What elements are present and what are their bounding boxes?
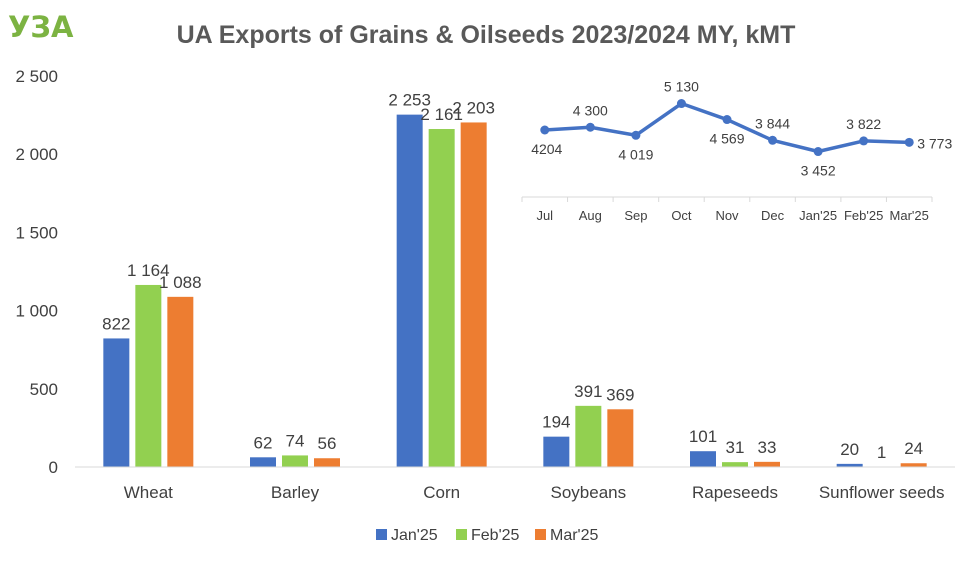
bar-data-label: 2 253	[388, 91, 431, 110]
x-tick-label: Barley	[271, 483, 320, 502]
x-tick-label: Wheat	[124, 483, 173, 502]
inset-point	[813, 147, 823, 157]
bar-data-label: 1 088	[159, 273, 202, 292]
legend-label: Feb'25	[471, 527, 520, 544]
bar	[282, 455, 308, 467]
bar-data-label: 56	[318, 434, 337, 453]
bar	[722, 462, 748, 467]
x-tick-label: Sunflower seeds	[819, 483, 945, 502]
inset-point	[859, 136, 869, 146]
bar-data-label: 391	[574, 382, 602, 401]
x-tick-label: Corn	[423, 483, 460, 502]
bar	[754, 461, 780, 467]
bars	[103, 114, 927, 468]
inset-data-label: 3 822	[846, 116, 881, 132]
inset-x-tick-label: Jan'25	[799, 208, 837, 223]
chart-title: UA Exports of Grains & Oilseeds 2023/202…	[177, 21, 796, 49]
inset-data-label: 4 569	[709, 131, 744, 147]
bar	[607, 409, 634, 467]
bar-data-label: 33	[758, 438, 777, 457]
inset-point	[631, 130, 641, 140]
inset-point	[676, 99, 686, 109]
inset-data-label: 5 130	[664, 79, 699, 95]
inset-data-label: 4 019	[618, 146, 653, 162]
bar	[167, 296, 194, 467]
bar	[396, 114, 423, 467]
legend-swatch	[535, 529, 546, 540]
inset-x-tick-label: Oct	[671, 208, 692, 223]
inset-x-tick-label: Aug	[579, 208, 602, 223]
y-tick-label: 1 500	[15, 223, 58, 242]
y-tick-label: 1 000	[15, 302, 58, 321]
x-axis: Wheat Barley Corn Soybeans Rapeseeds Sunflowe…	[75, 466, 955, 502]
y-tick-label: 2 500	[15, 67, 58, 86]
inset-point	[722, 115, 732, 125]
bar	[103, 338, 130, 467]
inset-data-label: 3 844	[755, 115, 790, 131]
bar-data-label: 62	[254, 433, 273, 452]
y-tick-label: 2 000	[15, 145, 58, 164]
inset-x-tick-label: Feb'25	[844, 208, 883, 223]
legend: Jan'25 Feb'25 Mar'25	[376, 527, 599, 544]
bar	[543, 436, 570, 467]
bar	[135, 284, 162, 467]
inset-data-label: 3 452	[801, 163, 836, 179]
bar-data-label: 101	[689, 427, 717, 446]
inset-data-label: 4 300	[573, 102, 608, 118]
bar-data-label: 1	[877, 443, 886, 462]
legend-swatch	[456, 529, 467, 540]
legend-swatch	[376, 529, 387, 540]
inset-x-tick-label: Dec	[761, 208, 785, 223]
inset-x-tick-label: Jul	[536, 208, 553, 223]
bar-data-label: 20	[840, 440, 859, 459]
bar-data-label: 369	[606, 385, 634, 404]
bar	[250, 457, 276, 467]
inset-point	[768, 135, 778, 145]
logo: УЗА	[8, 10, 74, 44]
x-tick-label: Rapeseeds	[692, 483, 778, 502]
inset-point	[540, 125, 550, 135]
bar	[575, 405, 602, 467]
bar-data-label: 2 161	[420, 105, 463, 124]
inset-x-tick-label: Nov	[715, 208, 739, 223]
y-tick-label: 0	[49, 458, 58, 477]
inset-point	[585, 122, 595, 132]
bar-data-label: 31	[726, 438, 745, 457]
bar-data-label: 24	[904, 439, 923, 458]
inset-data-label: 4204	[531, 141, 562, 157]
inset-x-tick-label: Mar'25	[890, 208, 929, 223]
bar-data-label: 2 203	[452, 98, 495, 117]
bar	[690, 451, 716, 467]
bar-data-label: 1 164	[127, 261, 170, 280]
inset-data-label: 3 773	[917, 135, 952, 151]
y-tick-label: 500	[30, 380, 58, 399]
inset-background	[505, 90, 950, 240]
legend-label: Mar'25	[550, 527, 599, 544]
inset-point	[904, 137, 914, 147]
x-tick-label: Soybeans	[551, 483, 627, 502]
bar-data-label: 74	[286, 431, 305, 450]
bar-data-label: 822	[102, 314, 130, 333]
bar	[428, 129, 455, 468]
y-axis: 0 500 1 000 1 500 2 000 2 500	[15, 67, 58, 477]
bar	[836, 463, 863, 467]
bar	[314, 458, 340, 467]
legend-label: Jan'25	[391, 527, 438, 544]
logo-text: УЗА	[8, 10, 74, 44]
bar	[900, 463, 927, 467]
inset-line-chart: Jul 4204 Aug 4 300 Sep 4 019 Oct 5 130 Nov 4 569 D…	[505, 79, 952, 240]
bar-data-label: 194	[542, 413, 570, 432]
bar	[460, 122, 487, 467]
inset-x-tick-label: Sep	[624, 208, 647, 223]
